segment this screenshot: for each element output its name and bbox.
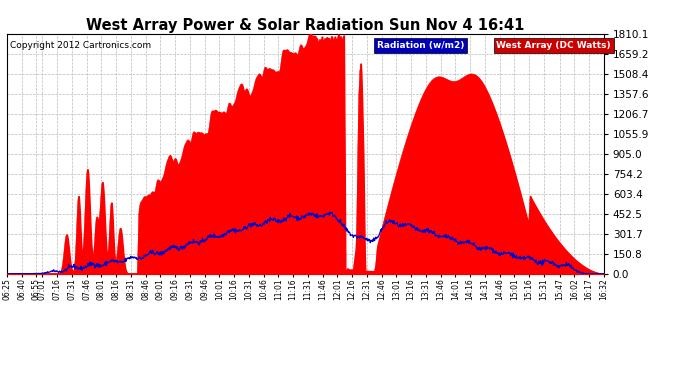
Title: West Array Power & Solar Radiation Sun Nov 4 16:41: West Array Power & Solar Radiation Sun N…: [86, 18, 524, 33]
Text: West Array (DC Watts): West Array (DC Watts): [496, 41, 611, 50]
Text: Radiation (w/m2): Radiation (w/m2): [377, 41, 464, 50]
Text: Copyright 2012 Cartronics.com: Copyright 2012 Cartronics.com: [10, 41, 151, 50]
